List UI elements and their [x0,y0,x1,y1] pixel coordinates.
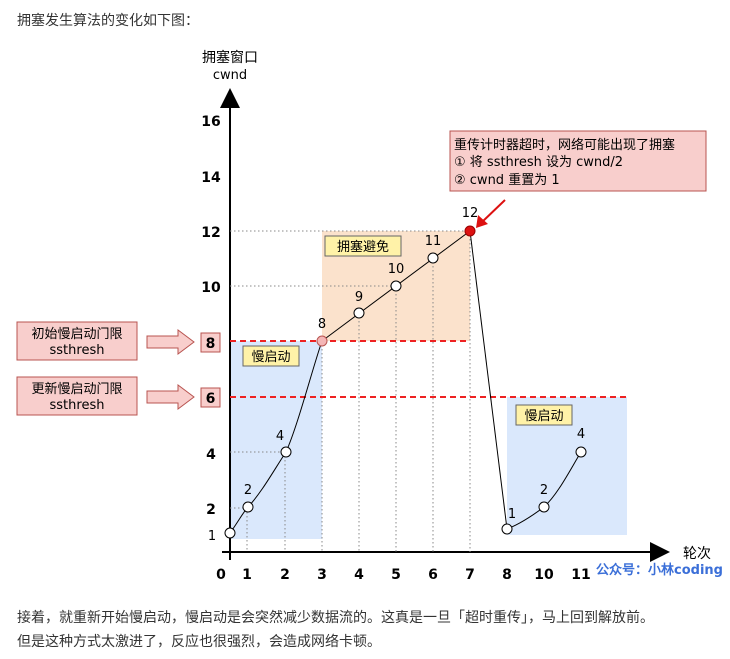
x-tick: 11 [571,567,590,583]
x-tick: 10 [534,567,554,583]
y-axis-unit: cwnd [213,68,247,83]
x-tick: 4 [354,567,364,583]
timeout-pointer-arrowhead [476,215,488,228]
point-label: 10 [388,262,405,277]
point-label: 8 [318,317,326,332]
point-label: 11 [425,234,442,249]
y-tick: 12 [201,225,220,241]
initial-threshold-callout-line2: ssthresh [50,343,105,358]
intro-text: 拥塞发生算法的变化如下图： [17,13,199,29]
y-tick: 16 [201,114,220,130]
data-points [224,225,587,539]
point-2 [242,501,254,513]
point-10 [390,280,402,292]
timeout-note-line1: 重传计时器超时，网络可能出现了拥塞 [454,137,675,153]
threshold-initial-box [200,332,221,353]
point-8 [316,335,328,347]
point-label: 1 [508,507,516,522]
region-label-box-ss2 [515,404,573,426]
y-tick: 4 [206,447,216,463]
x-tick: 7 [465,567,475,583]
y-tick: 14 [201,170,221,186]
y-tick: 2 [206,502,216,518]
region-label-ss2: 慢启动 [524,408,563,424]
y-tick: 10 [201,280,221,296]
timeout-note-box [449,130,707,192]
point-label: 4 [276,429,284,444]
outro-line-1: 接着，就重新开始慢启动，慢启动是会突然减少数据流的。这真是一旦「超时重传」，马上… [17,610,654,626]
point-label: 2 [540,483,548,498]
point-11 [427,252,439,264]
point-label: 9 [355,290,363,305]
guide-lines [230,230,471,552]
point-label: 4 [577,427,585,442]
x-tick: 1 [242,567,252,583]
x-tick: 2 [280,567,290,583]
y-tick: 1 [208,529,216,544]
threshold-updated-box [200,387,221,408]
updated-threshold-callout-line2: ssthresh [50,398,105,413]
arrow-to-initial-threshold [146,329,195,355]
point-12 [464,225,476,237]
timeout-note-line3: ② cwnd 重置为 1 [454,172,560,188]
initial-threshold-callout-line1: 初始慢启动门限 [31,326,122,342]
point-9 [353,307,365,319]
x-tick: 3 [317,567,327,583]
point-1 [224,527,236,539]
updated-threshold-callout [16,376,138,416]
region-label-ss1: 慢启动 [251,349,290,365]
x-tick: 5 [391,567,401,583]
point-restart-2 [538,501,550,513]
x-tick: 6 [428,567,438,583]
point-restart-4 [575,446,587,458]
y-axis-title: 拥塞窗口 [202,49,258,66]
updated-threshold-callout-line1: 更新慢启动门限 [31,381,122,397]
region-label-box-ss1 [242,345,300,367]
x-tick: 0 [216,567,226,583]
arrow-to-updated-threshold [146,384,195,410]
point-label: 12 [462,206,479,221]
region-label-avoid: 拥塞避免 [337,239,389,255]
watermark: 公众号：小林coding [596,562,723,578]
outro-paragraph: 接着，就重新开始慢启动，慢启动是会突然减少数据流的。这真是一旦「超时重传」，马上… [17,606,717,654]
curve-slow-start-1 [229,340,323,534]
timeout-pointer-arrow [480,199,506,224]
point-restart-1 [501,523,513,535]
curve-drop [469,230,508,530]
x-axis-title: 轮次 [683,546,711,562]
initial-threshold-callout [16,321,138,361]
point-label: 2 [244,483,252,498]
outro-line-2: 但是这种方式太激进了，反应也很强烈，会造成网络卡顿。 [17,634,381,650]
point-4 [280,446,292,458]
threshold-initial-value: 8 [206,336,216,352]
region-label-box-avoid [324,235,402,257]
threshold-updated-value: 6 [206,391,216,407]
x-tick: 8 [502,567,512,583]
timeout-note-line2: ① 将 ssthresh 设为 cwnd/2 [454,155,623,170]
